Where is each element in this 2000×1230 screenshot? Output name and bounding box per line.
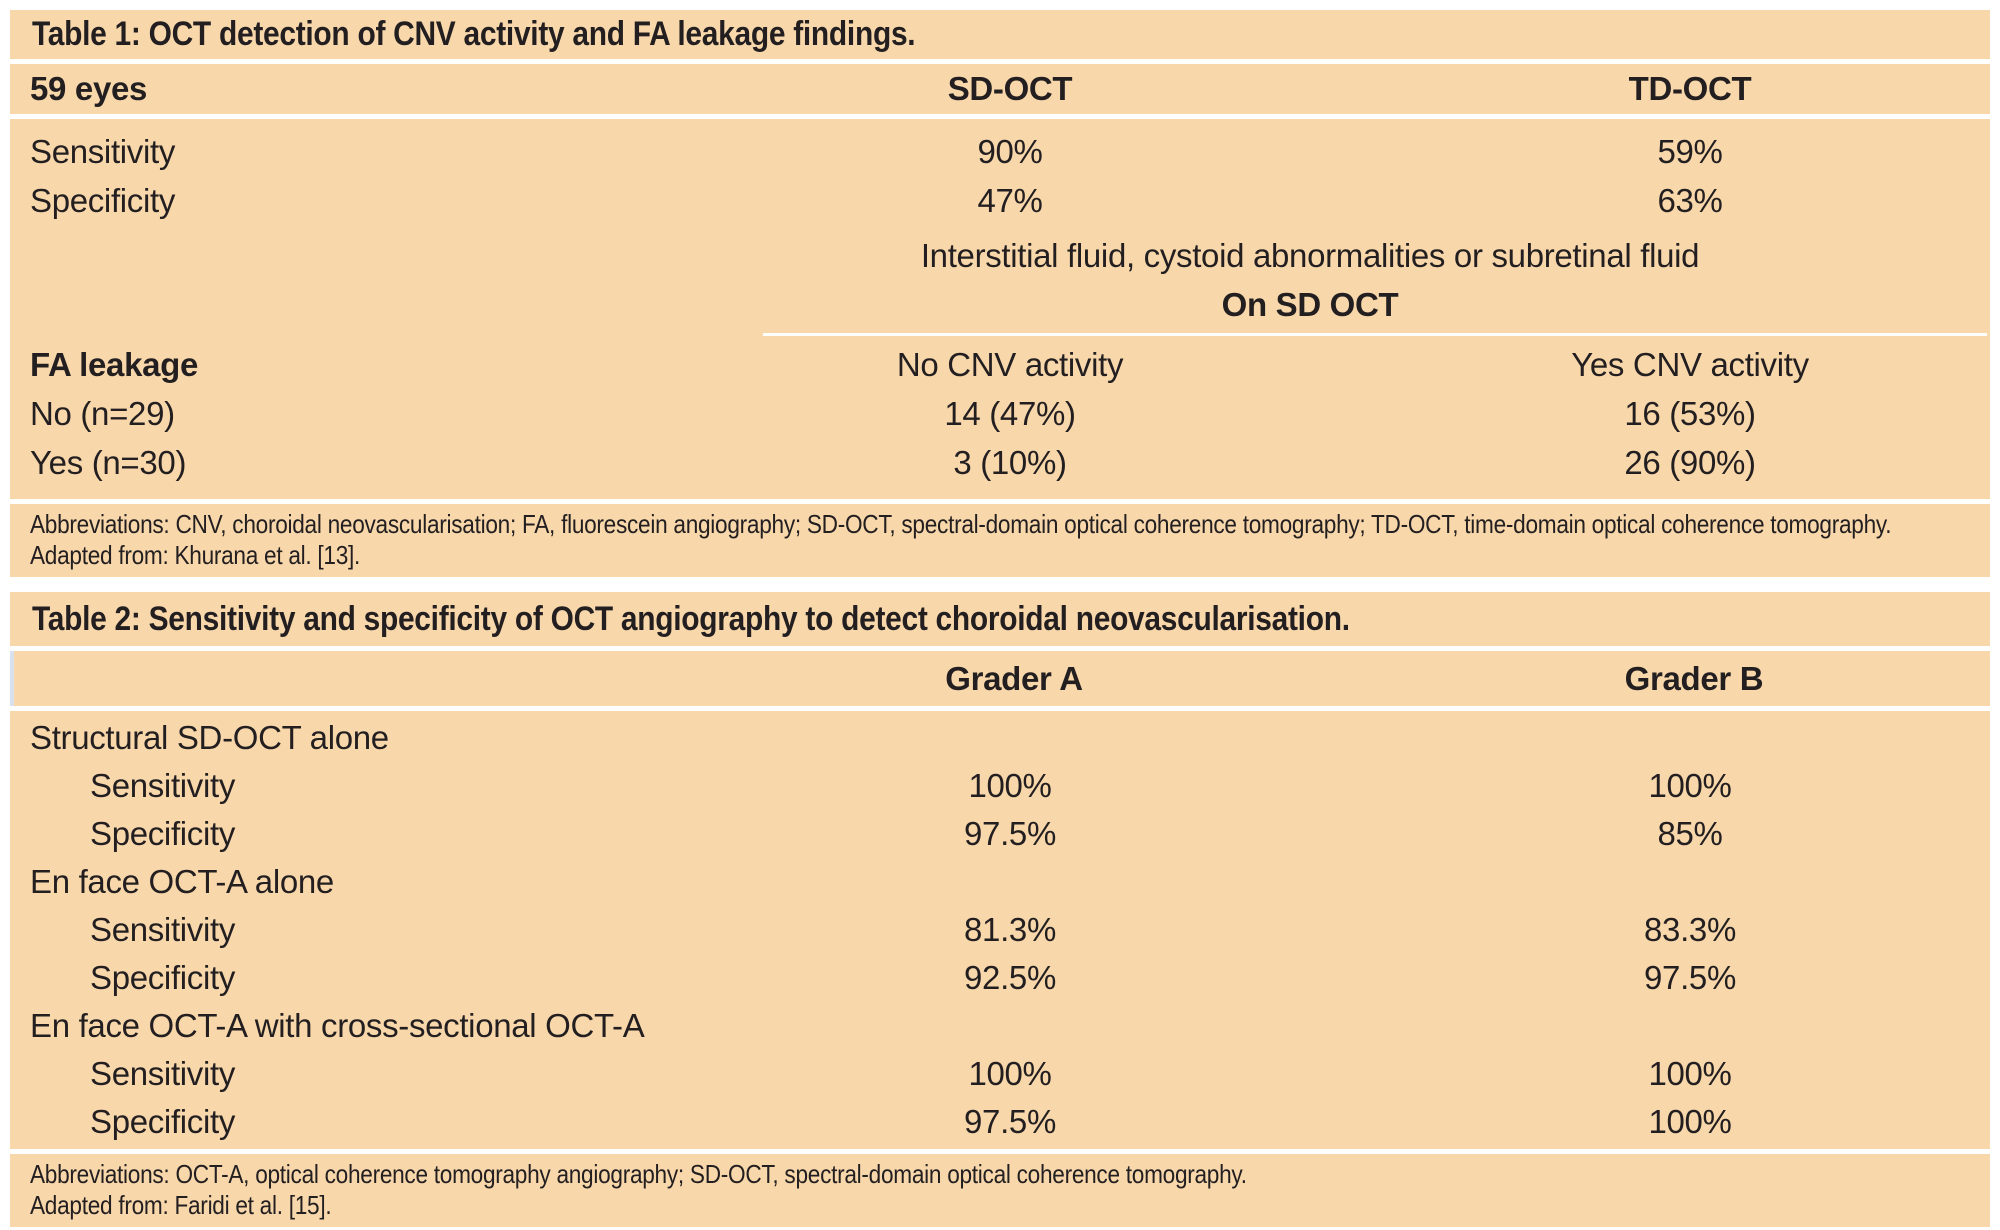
- no-cnv-activity-header: No CNV activity: [896, 345, 1124, 383]
- row-label: Sensitivity: [90, 911, 236, 948]
- sd-oct-value: 90%: [977, 132, 1043, 170]
- row-label: Sensitivity: [90, 767, 236, 804]
- grader-a-value: 97.5%: [964, 1103, 1056, 1140]
- table1-adapted-from: Adapted from: Khurana et al. [13].: [30, 540, 361, 570]
- section-label: Structural SD-OCT alone: [30, 719, 389, 756]
- table-row: Specificity 97.5% 100%: [10, 1098, 1990, 1146]
- table2: Table 2: Sensitivity and specificity of …: [10, 592, 1990, 1227]
- table2-header-row: Grader A Grader B: [10, 651, 1990, 706]
- table2-footnotes: Abbreviations: OCT-A, optical coherence …: [10, 1154, 1990, 1227]
- row-label: Yes (n=30): [30, 443, 187, 481]
- table-row: Sensitivity 100% 100%: [10, 762, 1990, 810]
- table1: Table 1: OCT detection of CNV activity a…: [10, 10, 1990, 577]
- table1-subheader-row: FA leakage No CNV activity Yes CNV activ…: [10, 340, 1990, 389]
- grader-a-value: 100%: [968, 767, 1052, 804]
- table2-title-band: Table 2: Sensitivity and specificity of …: [10, 592, 1990, 646]
- table1-header-sd-oct: SD-OCT: [947, 70, 1073, 107]
- on-sd-oct-underline: [763, 333, 1987, 336]
- table2-adapted-from: Adapted from: Faridi et al. [15].: [30, 1190, 332, 1220]
- row-label: Specificity: [90, 815, 236, 852]
- table2-title: Table 2: Sensitivity and specificity of …: [32, 599, 1350, 638]
- grader-b-value: 97.5%: [1644, 959, 1736, 996]
- row-label: Specificity: [30, 181, 176, 219]
- td-oct-value: 63%: [1657, 181, 1723, 219]
- row-label: Sensitivity: [30, 132, 176, 170]
- row-label: Specificity: [90, 959, 236, 996]
- table-row: Yes (n=30) 3 (10%) 26 (90%): [10, 438, 1990, 487]
- table-row: Specificity 97.5% 85%: [10, 810, 1990, 858]
- grader-a-value: 100%: [968, 1055, 1052, 1092]
- table2-body: Structural SD-OCT alone Sensitivity 100%…: [10, 711, 1990, 1149]
- table1-header-eyes: 59 eyes: [30, 70, 148, 107]
- grader-b-value: 100%: [1648, 1055, 1732, 1092]
- section-header-row: En face OCT-A alone: [10, 858, 1990, 906]
- span-note: Interstitial fluid, cystoid abnormalitie…: [920, 236, 1700, 274]
- yes-cnv-value: 16 (53%): [1624, 394, 1756, 432]
- span-subnote: On SD OCT: [1221, 285, 1399, 323]
- table-row: Specificity 92.5% 97.5%: [10, 954, 1990, 1002]
- grader-b-value: 85%: [1657, 815, 1723, 852]
- table2-abbreviations: Abbreviations: OCT-A, optical coherence …: [30, 1159, 1247, 1189]
- td-oct-value: 59%: [1657, 132, 1723, 170]
- yes-cnv-value: 26 (90%): [1624, 443, 1756, 481]
- span-note-row: Interstitial fluid, cystoid abnormalitie…: [10, 231, 1990, 280]
- table-row: No (n=29) 14 (47%) 16 (53%): [10, 389, 1990, 438]
- grader-b-value: 83.3%: [1644, 911, 1736, 948]
- section-header-row: En face OCT-A with cross-sectional OCT-A: [10, 1002, 1990, 1050]
- row-label: Specificity: [90, 1103, 236, 1140]
- row-label: No (n=29): [30, 394, 175, 432]
- table-row: Sensitivity 81.3% 83.3%: [10, 906, 1990, 954]
- table1-header-row: 59 eyes SD-OCT TD-OCT: [10, 64, 1990, 114]
- sd-oct-value: 47%: [977, 181, 1043, 219]
- span-subnote-row: On SD OCT: [10, 280, 1990, 329]
- table-separator: [10, 582, 1990, 592]
- table2-header-grader-a: Grader A: [945, 659, 1083, 697]
- table1-abbreviations: Abbreviations: CNV, choroidal neovascula…: [30, 509, 1892, 539]
- table1-title-band: Table 1: OCT detection of CNV activity a…: [10, 10, 1990, 59]
- table1-footnotes: Abbreviations: CNV, choroidal neovascula…: [10, 504, 1990, 577]
- grader-b-value: 100%: [1648, 1103, 1732, 1140]
- yes-cnv-activity-header: Yes CNV activity: [1571, 345, 1809, 383]
- section-header-row: Structural SD-OCT alone: [10, 714, 1990, 762]
- no-cnv-value: 3 (10%): [953, 443, 1067, 481]
- table1-body: Sensitivity 90% 59% Specificity 47% 63% …: [10, 119, 1990, 499]
- grader-b-value: 100%: [1648, 767, 1732, 804]
- section-label: En face OCT-A with cross-sectional OCT-A: [30, 1007, 645, 1044]
- table-row: Sensitivity 90% 59%: [10, 127, 1990, 176]
- grader-a-value: 97.5%: [964, 815, 1056, 852]
- table2-header-grader-b: Grader B: [1624, 659, 1764, 697]
- table1-header-td-oct: TD-OCT: [1628, 70, 1752, 107]
- grader-a-value: 81.3%: [964, 911, 1056, 948]
- table1-title: Table 1: OCT detection of CNV activity a…: [32, 15, 916, 53]
- grader-a-value: 92.5%: [964, 959, 1056, 996]
- table-row: Specificity 47% 63%: [10, 176, 1990, 225]
- fa-leakage-header: FA leakage: [30, 345, 199, 383]
- table-row: Sensitivity 100% 100%: [10, 1050, 1990, 1098]
- section-label: En face OCT-A alone: [30, 863, 334, 900]
- no-cnv-value: 14 (47%): [944, 394, 1076, 432]
- row-label: Sensitivity: [90, 1055, 236, 1092]
